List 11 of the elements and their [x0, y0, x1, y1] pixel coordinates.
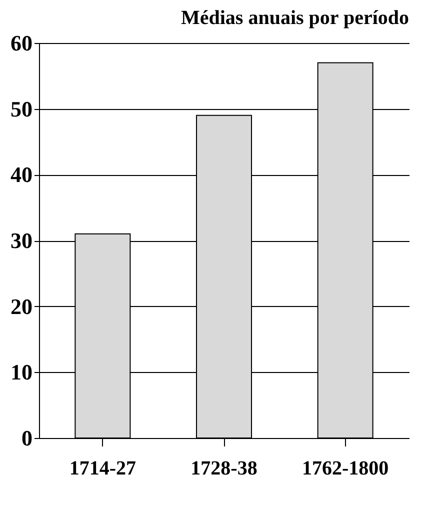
chart-title: Médias anuais por período — [181, 7, 409, 29]
y-tick-label: 10 — [10, 360, 32, 385]
y-tick-label: 0 — [22, 426, 32, 450]
y-tick-label: 60 — [10, 30, 32, 56]
y-tick-label: 50 — [10, 96, 32, 122]
x-tick-label: 1762-1800 — [302, 458, 389, 480]
y-tick-label: 20 — [10, 294, 32, 319]
y-tick-label: 30 — [10, 228, 32, 253]
y-tick-label: 40 — [10, 162, 32, 188]
x-tick-label: 1714-27 — [69, 458, 136, 480]
x-tick-label: 1728-38 — [190, 458, 258, 480]
